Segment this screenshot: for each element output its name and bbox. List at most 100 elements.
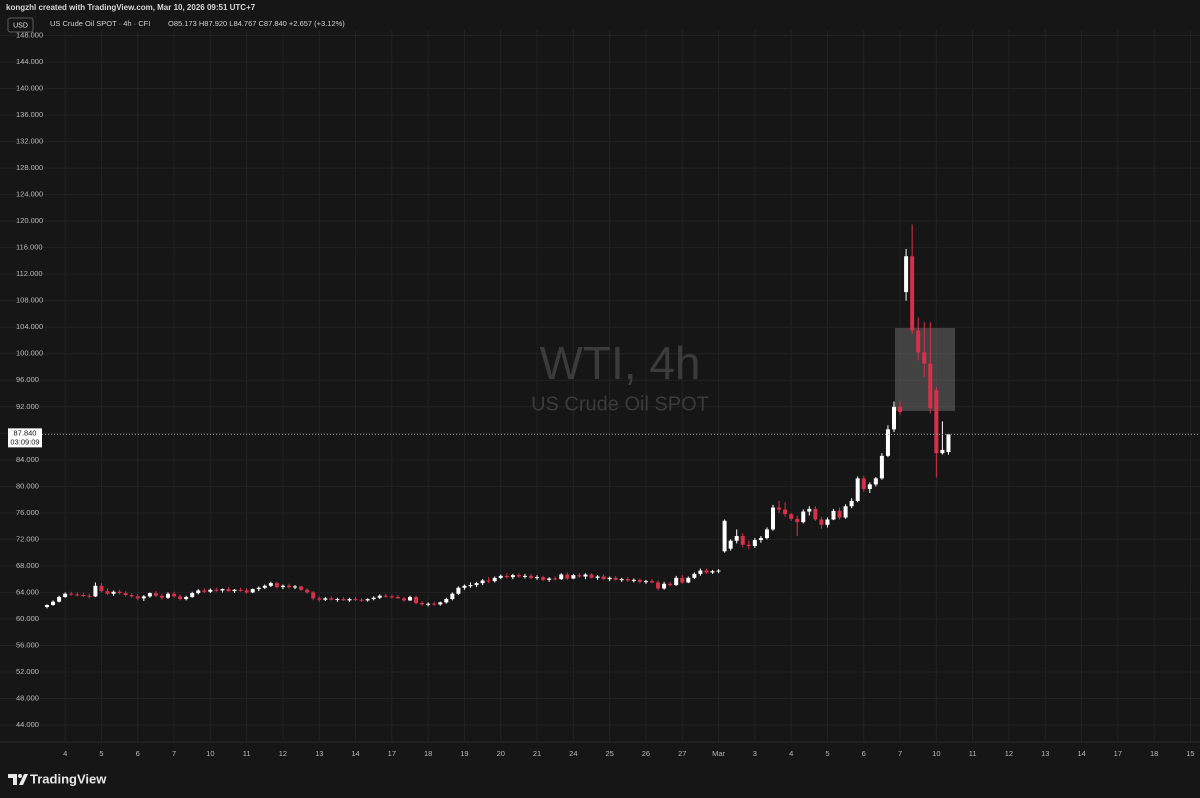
candle-body bbox=[764, 529, 769, 539]
candle-body bbox=[408, 597, 412, 601]
candle-body bbox=[934, 390, 939, 454]
currency[interactable]: USD bbox=[13, 22, 28, 29]
candle-body bbox=[486, 580, 491, 582]
candle-body bbox=[698, 570, 703, 574]
candle-body bbox=[795, 518, 800, 523]
candle-body bbox=[504, 575, 509, 578]
x-tick-label: 11 bbox=[969, 749, 977, 758]
y-tick-label: 128.000 bbox=[16, 163, 43, 172]
x-tick-label: 14 bbox=[351, 749, 359, 758]
y-tick-label: 108.000 bbox=[16, 296, 43, 305]
candle-body bbox=[728, 540, 733, 549]
currency-box[interactable] bbox=[7, 17, 34, 33]
candle-body bbox=[99, 585, 104, 592]
candle-body bbox=[879, 455, 884, 479]
candle-body bbox=[898, 406, 903, 413]
candle-body bbox=[111, 591, 116, 594]
x-tick-label: 13 bbox=[1041, 749, 1049, 758]
candle-body bbox=[825, 519, 830, 525]
candle-body bbox=[420, 603, 425, 605]
y-tick-label: 124.000 bbox=[16, 190, 43, 199]
candle-body bbox=[783, 509, 788, 515]
x-tick-label: 18 bbox=[424, 749, 432, 758]
y-tick-label: 68.000 bbox=[16, 561, 39, 570]
candle-body bbox=[208, 589, 213, 592]
logo-dot bbox=[18, 774, 22, 778]
candle-body bbox=[220, 589, 225, 591]
candle-body bbox=[843, 506, 848, 518]
candle-body bbox=[190, 593, 195, 598]
candle-body bbox=[571, 575, 576, 579]
candle-body bbox=[771, 507, 775, 530]
candle-body bbox=[589, 574, 594, 578]
x-tick-label: 15 bbox=[1186, 749, 1194, 758]
candle-body bbox=[87, 595, 92, 597]
candle-body bbox=[377, 595, 382, 598]
candle-body bbox=[541, 577, 546, 580]
candle-body bbox=[456, 587, 461, 594]
candle-body bbox=[643, 581, 648, 583]
y-tick-label: 84.000 bbox=[16, 455, 39, 464]
x-tick-label: 18 bbox=[1150, 749, 1158, 758]
candle-body bbox=[105, 591, 110, 594]
candle-body bbox=[916, 330, 921, 353]
x-tick-label: 13 bbox=[315, 749, 323, 758]
x-tick-label: 5 bbox=[825, 749, 829, 758]
candle-body bbox=[837, 510, 842, 518]
candle-body bbox=[910, 256, 915, 331]
candle-body bbox=[849, 500, 854, 507]
candle-body bbox=[885, 429, 890, 456]
candle-body bbox=[813, 508, 818, 520]
candle-body bbox=[746, 544, 751, 547]
candle-body bbox=[547, 578, 552, 580]
candle-body bbox=[498, 575, 503, 578]
candle-body bbox=[873, 478, 878, 485]
candle-body bbox=[510, 575, 515, 578]
y-tick-label: 136.000 bbox=[16, 110, 43, 119]
candle-body bbox=[226, 589, 231, 592]
candle-body bbox=[656, 582, 661, 589]
y-tick-label: 64.000 bbox=[16, 587, 39, 596]
ohlc-legend: O85.173 H87.920 L84.767 C87.840 +2.657 (… bbox=[168, 19, 345, 28]
candle-body bbox=[595, 576, 600, 578]
candle-body bbox=[468, 585, 473, 587]
candle-body bbox=[347, 599, 352, 601]
candle-body bbox=[740, 536, 745, 545]
y-tick-label: 52.000 bbox=[16, 667, 39, 676]
candle-body bbox=[619, 579, 624, 581]
price-tag bbox=[8, 428, 42, 448]
candle-body bbox=[650, 581, 654, 583]
y-tick-label: 148.000 bbox=[16, 30, 43, 39]
y-tick-label: 72.000 bbox=[16, 534, 39, 543]
candle-body bbox=[287, 585, 291, 588]
candle-body bbox=[928, 363, 933, 409]
candle-body bbox=[329, 598, 334, 600]
x-tick-label: 19 bbox=[460, 749, 468, 758]
candle-body bbox=[807, 508, 812, 512]
candle-body bbox=[819, 519, 824, 525]
candle-body bbox=[601, 576, 606, 580]
logo-mark bbox=[8, 774, 28, 785]
candle-body bbox=[535, 577, 540, 579]
brand-logo bbox=[8, 774, 28, 785]
candle-body bbox=[305, 589, 310, 593]
x-tick-label: 4 bbox=[789, 749, 793, 758]
candle-body bbox=[831, 510, 836, 520]
candle-body bbox=[758, 538, 763, 541]
candle-body bbox=[57, 597, 62, 602]
candle-body bbox=[922, 352, 927, 364]
y-tick-label: 92.000 bbox=[16, 402, 39, 411]
x-tick-label: 10 bbox=[206, 749, 214, 758]
candle-body bbox=[529, 575, 533, 578]
x-tick-label: 12 bbox=[279, 749, 287, 758]
candle-body bbox=[117, 591, 122, 594]
candle-body bbox=[147, 593, 152, 597]
candle-body bbox=[250, 589, 255, 593]
candle-body bbox=[522, 575, 527, 577]
candle-body bbox=[692, 573, 697, 578]
candle-body bbox=[553, 578, 558, 580]
price-tag-price: 87.840 bbox=[14, 428, 37, 437]
y-tick-label: 100.000 bbox=[16, 349, 43, 358]
caption: kongzhl created with TradingView.com, Ma… bbox=[6, 3, 256, 12]
candle-body bbox=[444, 599, 449, 603]
